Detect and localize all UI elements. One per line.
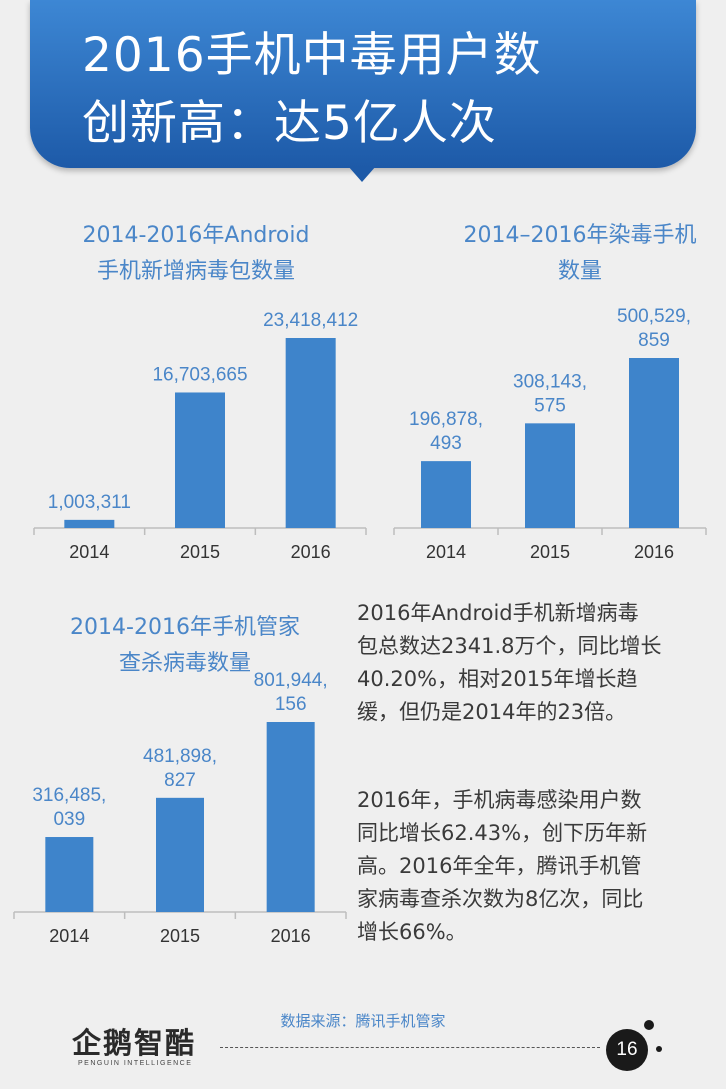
paragraph-2: 2016年，手机病毒感染用户数 同比增长62.43%，创下历年新 高。2016年… [357, 784, 707, 949]
data-label: 308,143, [513, 371, 587, 392]
data-label: 16,703,665 [152, 364, 247, 385]
x-tick-label: 2014 [49, 926, 89, 946]
bar [285, 338, 336, 528]
data-label: 859 [638, 330, 670, 351]
chart-1-android-new-virus-packages: 2014 1,003,311 2015 16,703,665 2016 23,418,41… [33, 310, 367, 562]
paragraph-2-line: 增长66%。 [357, 920, 467, 944]
bar [156, 797, 204, 912]
data-label: 196,878, [409, 409, 483, 430]
x-tick-label: 2014 [426, 542, 466, 562]
logo-text: 企鹅智酷 [72, 1026, 197, 1060]
bar [45, 837, 94, 912]
footer-divider [220, 1047, 600, 1048]
bar [64, 519, 115, 528]
data-label: 500,529, [617, 306, 691, 327]
data-label: 039 [53, 809, 85, 830]
x-tick-label: 2016 [271, 926, 311, 946]
chart-2-title-line-1: 2014–2016年染毒手机 [463, 223, 697, 248]
paragraph-1-line: 40.20%，相对2015年增长趋 [357, 667, 638, 691]
paragraph-1-line: 包总数达2341.8万个，同比增长 [357, 634, 662, 658]
chart-1-title: 2014-2016年Android 手机新增病毒包数量 [46, 218, 346, 290]
page-title-line-1: 2016手机中毒用户数 [82, 28, 542, 83]
bar [525, 423, 575, 528]
data-label: 481,898, [143, 746, 217, 767]
x-tick-label: 2015 [180, 542, 220, 562]
bar [175, 392, 225, 528]
chart-3-title: 2014-2016年手机管家 查杀病毒数量 [30, 610, 340, 682]
paragraph-2-line: 2016年，手机病毒感染用户数 [357, 788, 642, 812]
chart-3-virus-scan-kills: 2014 316,485, 039 2015 481,898, 827 2016 801,94… [13, 670, 347, 946]
data-label: 801,944, [254, 670, 328, 691]
x-tick-label: 2015 [530, 542, 570, 562]
page-title-line-2: 创新高：达5亿人次 [82, 96, 497, 151]
chart-2-title: 2014–2016年染毒手机 数量 [440, 218, 720, 290]
paragraph-1: 2016年Android手机新增病毒 包总数达2341.8万个，同比增长 40.… [357, 597, 707, 729]
chart-1-title-line-1: 2014-2016年Android [82, 223, 310, 248]
data-label: 827 [164, 770, 196, 791]
decor-dot-large [644, 1020, 654, 1030]
decor-dot-small [656, 1046, 662, 1052]
chart-2-title-line-2: 数量 [557, 259, 602, 284]
x-tick-label: 2016 [291, 542, 331, 562]
data-label: 493 [430, 433, 462, 454]
data-label: 316,485, [32, 785, 106, 806]
data-label: 575 [534, 395, 566, 416]
data-label: 23,418,412 [263, 310, 358, 331]
chart-3-title-line-1: 2014-2016年手机管家 [70, 615, 300, 640]
title-banner-pointer [348, 166, 376, 182]
chart-3-title-line-2: 查杀病毒数量 [118, 651, 251, 676]
title-banner [30, 0, 696, 168]
x-tick-label: 2014 [69, 542, 109, 562]
x-tick-label: 2016 [634, 542, 674, 562]
bar [421, 461, 471, 528]
paragraph-2-line: 高。2016年全年，腾讯手机管 [357, 854, 642, 878]
paragraph-2-line: 家病毒查杀次数为8亿次，同比 [357, 887, 644, 911]
chart-2-infected-phones: 2014 196,878, 493 2015 308,143, 575 2016 500,52… [393, 306, 707, 562]
paragraph-2-line: 同比增长62.43%，创下历年新 [357, 821, 648, 845]
logo-subtitle: PENGUIN INTELLIGENCE [78, 1060, 193, 1067]
paragraph-1-line: 2016年Android手机新增病毒 [357, 601, 639, 625]
data-label: 1,003,311 [48, 492, 131, 513]
page-number: 16 [606, 1029, 648, 1071]
bar [629, 358, 679, 528]
penguin-intelligence-logo: 企鹅智酷 PENGUIN INTELLIGENCE [72, 1020, 222, 1076]
data-label: 156 [275, 694, 307, 715]
data-source: 数据来源：腾讯手机管家 [280, 1012, 446, 1030]
bar [266, 722, 315, 912]
x-tick-label: 2015 [160, 926, 200, 946]
paragraph-1-line: 缓，但仍是2014年的23倍。 [357, 700, 627, 724]
chart-1-title-line-2: 手机新增病毒包数量 [96, 259, 295, 284]
